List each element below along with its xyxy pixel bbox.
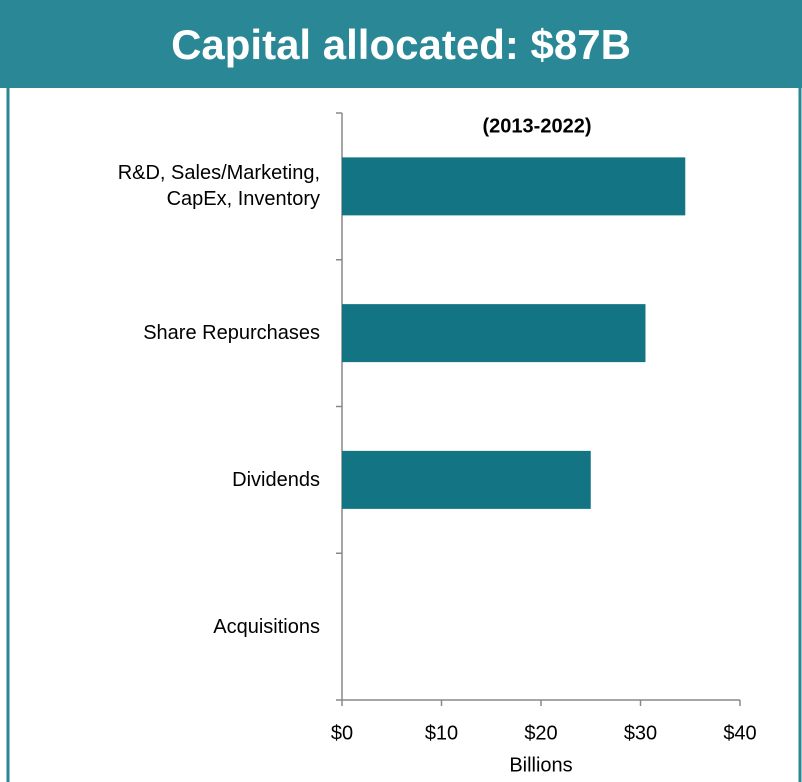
x-axis-label: Billions	[509, 754, 572, 776]
chart-subtitle: (2013-2022)	[483, 115, 592, 137]
y-tick-label: Acquisitions	[213, 615, 320, 638]
x-tick-label: $40	[723, 722, 756, 744]
bar	[342, 450, 591, 509]
chart-title: Capital allocated: $87B	[171, 21, 631, 68]
y-tick-label: R&D, Sales/Marketing, CapEx, Inventory	[117, 162, 320, 211]
header-band	[0, 0, 802, 88]
y-tick-label: Share Repurchases	[143, 322, 320, 345]
x-tick-label: $10	[425, 722, 458, 744]
bar	[342, 157, 686, 216]
x-tick-label: $0	[331, 722, 353, 744]
x-tick-label: $30	[624, 722, 657, 744]
y-tick-label: Dividends	[232, 468, 320, 491]
x-tick-label: $20	[524, 722, 557, 744]
bar	[342, 304, 646, 363]
